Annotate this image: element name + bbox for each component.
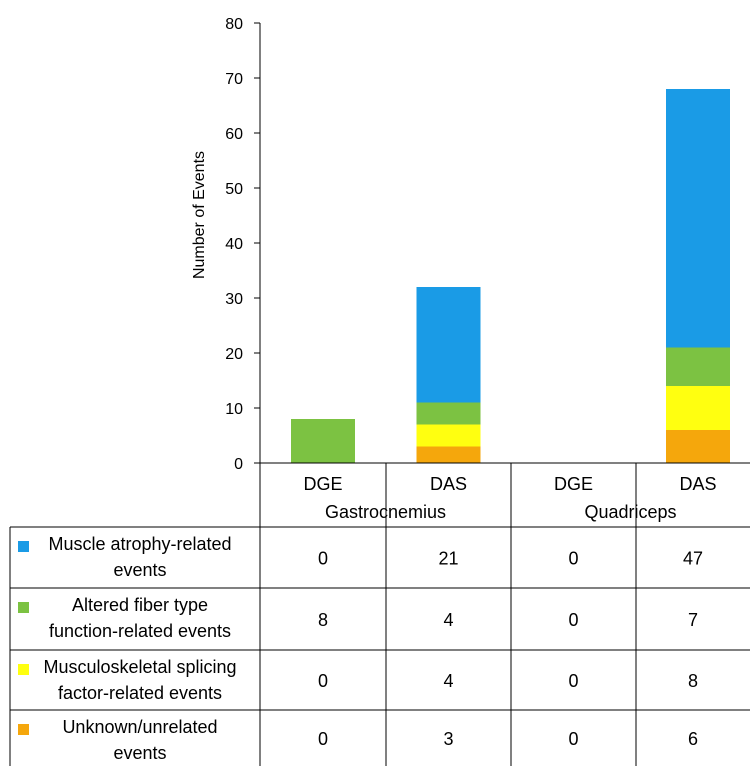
bar-segment bbox=[416, 402, 481, 425]
y-tick-label: 30 bbox=[225, 291, 243, 308]
legend-swatch bbox=[18, 664, 29, 675]
data-label: 47 bbox=[683, 549, 703, 569]
data-label: 7 bbox=[688, 610, 698, 630]
legend-label: events bbox=[113, 743, 166, 763]
y-tick-label: 0 bbox=[234, 456, 243, 473]
category-label: DAS bbox=[679, 474, 716, 494]
group-label: Gastrocnemius bbox=[325, 502, 446, 522]
data-label: 0 bbox=[568, 549, 578, 569]
data-label: 4 bbox=[443, 610, 453, 630]
legend-swatch bbox=[18, 541, 29, 552]
data-table: DGE DAS DGE DAS Gastrocnemius Quadriceps Muscl… bbox=[9, 462, 750, 766]
data-label: 0 bbox=[318, 671, 328, 691]
legend-label: factor-related events bbox=[58, 683, 222, 703]
legend-label: Musculoskeletal splicing bbox=[43, 657, 236, 677]
y-axis: 0 10 20 30 40 50 60 70 80 bbox=[225, 16, 261, 473]
bar-segment bbox=[666, 347, 730, 386]
y-axis-label: Number of Events bbox=[191, 151, 208, 279]
bars bbox=[291, 89, 730, 463]
y-tick-label: 60 bbox=[225, 126, 243, 143]
data-label: 6 bbox=[688, 729, 698, 749]
legend-label: function-related events bbox=[49, 621, 231, 641]
y-tick-label: 40 bbox=[225, 236, 243, 253]
legend-swatch bbox=[18, 724, 29, 735]
data-label: 3 bbox=[443, 729, 453, 749]
category-label: DGE bbox=[303, 474, 342, 494]
data-label: 0 bbox=[568, 610, 578, 630]
category-label: DGE bbox=[554, 474, 593, 494]
y-tick-label: 70 bbox=[225, 71, 243, 88]
bar-segment bbox=[416, 424, 481, 447]
bar-segment bbox=[416, 287, 481, 403]
data-label: 4 bbox=[443, 671, 453, 691]
legend-swatch bbox=[18, 602, 29, 613]
legend-label: events bbox=[113, 560, 166, 580]
category-label: DAS bbox=[430, 474, 467, 494]
legend-label: Muscle atrophy-related bbox=[48, 534, 231, 554]
y-tick-label: 20 bbox=[225, 346, 243, 363]
data-label: 0 bbox=[318, 729, 328, 749]
data-label: 0 bbox=[318, 549, 328, 569]
group-label: Quadriceps bbox=[584, 502, 676, 522]
data-label: 21 bbox=[438, 549, 458, 569]
y-tick-label: 80 bbox=[225, 16, 243, 33]
y-tick-label: 50 bbox=[225, 181, 243, 198]
bar-segment bbox=[416, 446, 481, 463]
bar-segment bbox=[666, 430, 730, 463]
data-label: 8 bbox=[688, 671, 698, 691]
data-label: 0 bbox=[568, 729, 578, 749]
legend-label: Unknown/unrelated bbox=[62, 717, 217, 737]
bar-segment bbox=[666, 89, 730, 348]
bar-segment bbox=[291, 419, 355, 463]
legend-label: Altered fiber type bbox=[72, 595, 208, 615]
data-label: 8 bbox=[318, 610, 328, 630]
bar-segment bbox=[666, 386, 730, 430]
data-label: 0 bbox=[568, 671, 578, 691]
y-tick-label: 10 bbox=[225, 401, 243, 418]
